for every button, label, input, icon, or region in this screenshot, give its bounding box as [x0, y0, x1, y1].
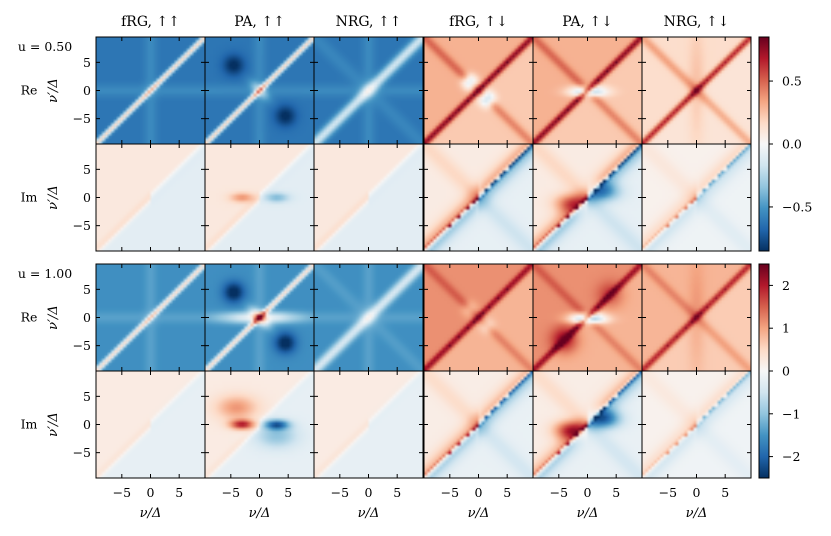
- x-tick-label: −5: [331, 485, 349, 500]
- y-axis-label: ν′/Δ: [46, 412, 61, 437]
- column-title: PA, ↑↑: [234, 14, 285, 30]
- x-tick-label: −5: [550, 485, 568, 500]
- x-axis-label: ν/Δ: [140, 506, 162, 521]
- x-tick-label: 5: [721, 485, 729, 500]
- heatmap-image: [96, 264, 205, 371]
- column-title: PA, ↑↓: [562, 14, 613, 30]
- y-tick-label: 0: [83, 310, 91, 325]
- x-tick-label: 5: [175, 485, 183, 500]
- row-label: Im: [21, 417, 38, 432]
- heatmap-image: [533, 371, 642, 478]
- column-title: NRG, ↑↓: [664, 14, 730, 30]
- heatmap-image: [314, 371, 423, 478]
- heatmap-panels: 5 0 −5 ν′/Δ 5 0 −5 ν′/Δ 5 0 −5 ν′/Δ 5 0 −5 ν′/Δ: [46, 36, 752, 479]
- x-axis-label: ν/Δ: [249, 506, 271, 521]
- heatmap-image: [533, 37, 642, 144]
- heatmap-image: [205, 264, 314, 371]
- x-tick-label: 0: [475, 485, 483, 500]
- colorbar-tick-label: 1: [782, 321, 790, 336]
- colorbar: [758, 263, 770, 479]
- heatmap-image: [96, 371, 205, 478]
- heatmap-image: [205, 37, 314, 144]
- colorbar-tick-label: 0.5: [782, 74, 802, 89]
- heatmap-image: [314, 264, 423, 371]
- y-tick-label: 5: [83, 389, 91, 404]
- column-title: NRG, ↑↑: [336, 14, 402, 30]
- heatmap-image: [424, 144, 533, 251]
- x-tick-label: −5: [113, 485, 131, 500]
- heatmap-image: [314, 144, 423, 251]
- row-labels: Re Im u = 0.50 Re Im u = 1.00: [18, 39, 72, 432]
- x-tick-label: 0: [693, 485, 701, 500]
- x-tick-label: −5: [441, 485, 459, 500]
- y-axis-label: ν′/Δ: [46, 78, 61, 103]
- x-tick-label: 0: [256, 485, 264, 500]
- group-label: u = 0.50: [18, 39, 72, 54]
- column-title: fRG, ↑↓: [449, 14, 508, 30]
- x-tick-label: 5: [284, 485, 292, 500]
- heatmap-image: [205, 144, 314, 251]
- group-label: u = 1.00: [18, 266, 72, 281]
- heatmap-image: [424, 264, 533, 371]
- heatmap-image: [642, 371, 751, 478]
- x-tick-label: −5: [222, 485, 240, 500]
- heatmap-image: [642, 37, 751, 144]
- y-axis-label: ν′/Δ: [46, 305, 61, 330]
- colorbar-tick-label: −0.5: [782, 199, 812, 214]
- y-tick-label: −5: [73, 338, 91, 353]
- y-tick-label: −5: [73, 445, 91, 460]
- y-tick-label: 0: [83, 190, 91, 205]
- colorbar-tick-label: 0.0: [782, 137, 802, 152]
- x-tick-label: 5: [393, 485, 401, 500]
- y-tick-label: −5: [73, 218, 91, 233]
- heatmap-image: [314, 37, 423, 144]
- colorbar-tick-label: 2: [782, 278, 790, 293]
- row-label: Re: [21, 310, 38, 325]
- heatmap-image: [96, 144, 205, 251]
- heatmap-image: [642, 264, 751, 371]
- heatmap-image: [642, 144, 751, 251]
- x-tick-label: 5: [503, 485, 511, 500]
- y-tick-label: 5: [83, 162, 91, 177]
- colorbar-tick-label: −2: [782, 449, 800, 464]
- y-tick-label: 0: [83, 417, 91, 432]
- column-title: fRG, ↑↑: [121, 14, 180, 30]
- x-tick-label: −5: [659, 485, 677, 500]
- x-axis-label: ν/Δ: [577, 506, 599, 521]
- heatmap-image: [205, 371, 314, 478]
- x-tick-label: 5: [612, 485, 620, 500]
- y-tick-label: 5: [83, 55, 91, 70]
- x-tick-label: 0: [584, 485, 592, 500]
- heatmap-image: [424, 37, 533, 144]
- y-tick-label: −5: [73, 111, 91, 126]
- heatmap-image: [96, 37, 205, 144]
- x-tick-label: 0: [147, 485, 155, 500]
- column-titles: fRG, ↑↑ PA, ↑↑ NRG, ↑↑ fRG, ↑↓ PA, ↑↓ NRG, ↑↓…: [113, 14, 730, 521]
- row-label: Re: [21, 83, 38, 98]
- y-axis-label: ν′/Δ: [46, 185, 61, 210]
- heatmap-image: [533, 264, 642, 371]
- y-tick-label: 0: [83, 83, 91, 98]
- x-axis-label: ν/Δ: [358, 506, 380, 521]
- heatmap-image: [424, 371, 533, 478]
- x-axis-label: ν/Δ: [686, 506, 708, 521]
- colorbar: [758, 36, 770, 252]
- y-tick-label: 5: [83, 282, 91, 297]
- colorbar-tick-label: −1: [782, 406, 800, 421]
- colorbar-tick-label: 0: [782, 364, 790, 379]
- x-tick-label: 0: [365, 485, 373, 500]
- x-axis-label: ν/Δ: [468, 506, 490, 521]
- row-label: Im: [21, 190, 38, 205]
- colorbars: 0.5 0.0 −0.5 2 1 0 −1 −2: [758, 36, 812, 479]
- heatmap-image: [533, 144, 642, 251]
